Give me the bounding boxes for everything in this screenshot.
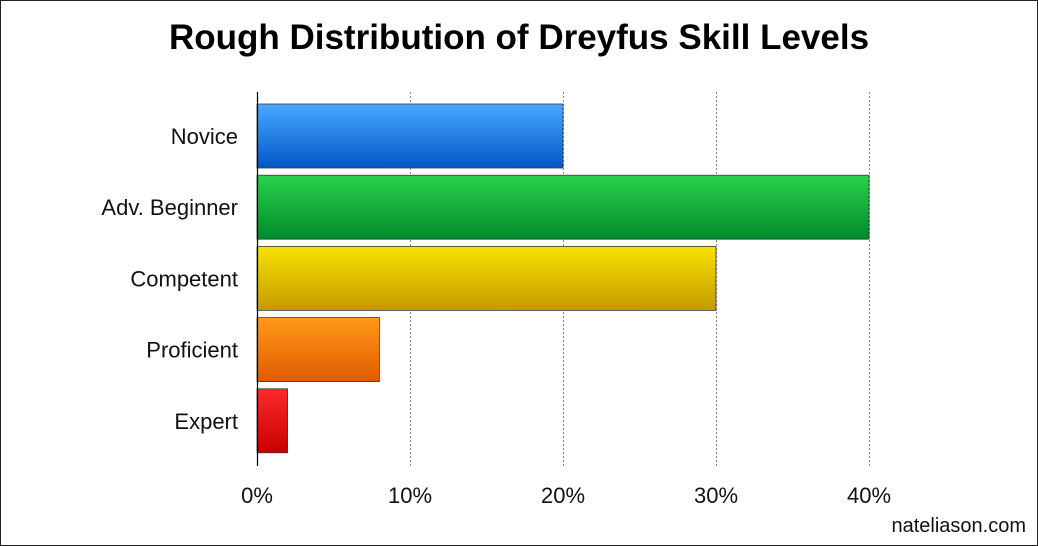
bar-proficient [256,317,380,383]
bar-novice [256,103,564,169]
category-label: Adv. Beginner [101,195,238,220]
x-tick-label: 30% [694,483,738,508]
x-tick-label: 0% [241,483,273,508]
labels: Novice Adv. Beginner Competent Proficient Ex… [101,124,891,508]
category-label: Proficient [146,338,238,363]
bar-expert [256,388,289,454]
bars [256,103,870,454]
chart-title: Rough Distribution of Dreyfus Skill Leve… [168,18,870,57]
x-tick-label: 40% [847,483,891,508]
category-label: Competent [130,266,238,291]
credit-text: nateliason.com [891,515,1026,537]
category-label: Novice [171,124,238,149]
bar-adv-beginner [256,174,870,240]
bar-competent [256,245,717,311]
category-label: Expert [174,409,238,434]
x-tick-label: 20% [541,483,585,508]
x-tick-label: 10% [388,483,432,508]
